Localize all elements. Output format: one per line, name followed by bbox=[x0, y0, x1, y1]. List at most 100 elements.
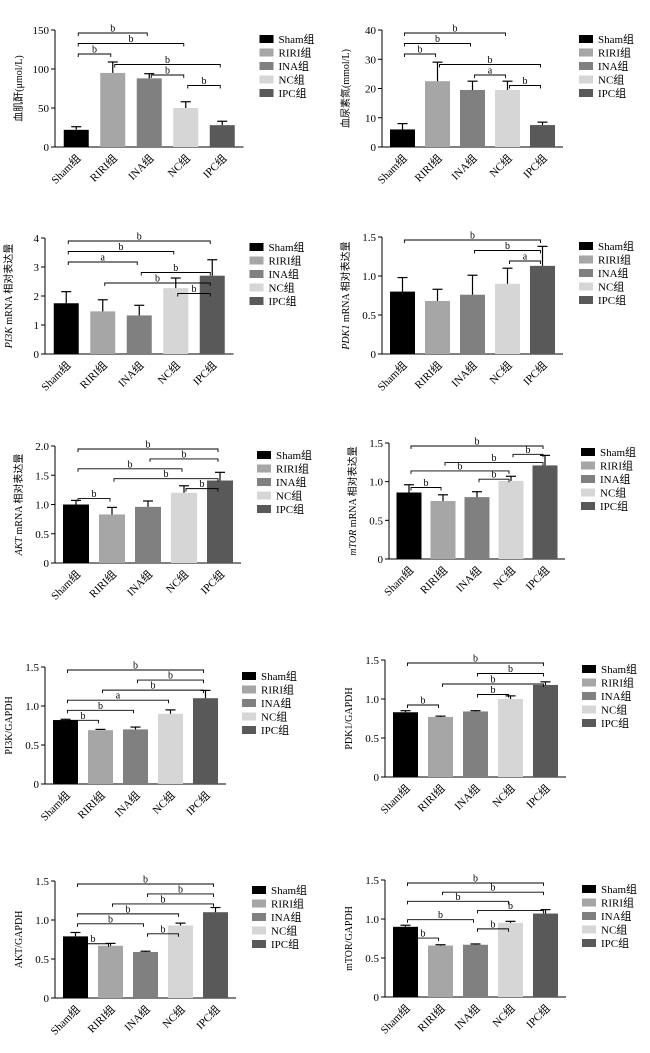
y-tick-label: 40 bbox=[365, 25, 377, 37]
bar bbox=[136, 78, 162, 147]
y-axis-label: PDK1 mRNA 相对表达量 bbox=[339, 241, 352, 350]
legend-swatch bbox=[579, 35, 593, 43]
legend-label: NC组 bbox=[269, 281, 295, 295]
y-tick-label: 0.5 bbox=[35, 529, 49, 541]
significance-bracket bbox=[410, 487, 442, 491]
y-tick-label: 0.5 bbox=[35, 954, 49, 966]
x-tick-label: INA组 bbox=[448, 151, 480, 183]
bar bbox=[209, 125, 235, 147]
x-tick-label: INA组 bbox=[448, 358, 480, 390]
y-tick-label: 0.5 bbox=[365, 733, 379, 745]
legend-swatch bbox=[259, 48, 274, 57]
bar bbox=[203, 912, 228, 998]
significance-label: b bbox=[161, 924, 166, 935]
y-axis-label: AKT/GAPDH bbox=[14, 911, 25, 969]
legend-label: Sham组 bbox=[261, 669, 297, 683]
y-tick-label: 0.5 bbox=[25, 740, 39, 752]
legend-label: NC组 bbox=[276, 489, 302, 503]
significance-label: b bbox=[491, 919, 496, 930]
y-tick-label: 100 bbox=[33, 64, 50, 76]
significance-bracket bbox=[77, 53, 112, 57]
bar bbox=[463, 711, 488, 777]
y-tick-label: 1.0 bbox=[365, 694, 379, 706]
significance-bracket bbox=[477, 928, 509, 932]
bar bbox=[123, 729, 148, 784]
x-tick-label: Sham组 bbox=[374, 151, 409, 186]
significance-bracket bbox=[187, 85, 221, 89]
significance-bracket bbox=[67, 719, 99, 724]
significance-bracket bbox=[439, 64, 541, 68]
significance-bracket bbox=[477, 673, 544, 677]
y-tick-label: 1.5 bbox=[35, 470, 49, 482]
x-tick-label: INA组 bbox=[453, 563, 485, 595]
bar bbox=[133, 951, 158, 998]
y-tick-label: 0 bbox=[34, 349, 40, 361]
legend-swatch bbox=[257, 451, 271, 459]
x-tick-label: Sham组 bbox=[374, 358, 409, 393]
y-tick-label: 1.5 bbox=[25, 662, 39, 674]
x-tick-label: RIRI组 bbox=[414, 1001, 447, 1034]
x-tick-label: IPC组 bbox=[183, 788, 213, 818]
significance-bracket bbox=[67, 240, 211, 244]
x-tick-label: INA组 bbox=[121, 1002, 153, 1034]
y-tick-label: 0 bbox=[34, 779, 40, 791]
legend-swatch bbox=[581, 502, 595, 510]
x-tick-label: IPC组 bbox=[200, 151, 230, 181]
legend-swatch bbox=[242, 685, 256, 694]
bar bbox=[53, 720, 78, 784]
x-tick-label: Sham组 bbox=[37, 788, 72, 823]
bar bbox=[460, 294, 485, 354]
x-tick-label: INA组 bbox=[451, 1001, 483, 1033]
significance-bracket bbox=[77, 883, 214, 887]
significance-label: b bbox=[161, 894, 166, 905]
y-tick-label: 1.0 bbox=[25, 701, 39, 713]
significance-label: b bbox=[173, 263, 178, 274]
x-tick-label: RIRI组 bbox=[411, 358, 444, 391]
bar bbox=[126, 315, 152, 354]
bar bbox=[90, 311, 116, 354]
significance-label: b bbox=[98, 701, 103, 712]
bar bbox=[428, 945, 453, 997]
y-tick-label: 0.5 bbox=[362, 310, 376, 322]
legend-swatch bbox=[257, 478, 271, 486]
significance-label: b bbox=[200, 479, 205, 490]
y-tick-label: 3 bbox=[34, 262, 40, 274]
significance-label: b bbox=[424, 478, 429, 489]
significance-label: b bbox=[508, 901, 513, 912]
legend-swatch bbox=[582, 939, 596, 947]
y-axis-label: 血肌酐(μmol/L) bbox=[12, 55, 25, 121]
legend-label: INA组 bbox=[598, 59, 629, 73]
significance-bracket bbox=[404, 239, 541, 243]
x-tick-label: IPC组 bbox=[190, 358, 220, 388]
x-tick-label: INA组 bbox=[115, 358, 147, 390]
significance-label: b bbox=[129, 34, 134, 45]
significance-label: b bbox=[165, 66, 170, 77]
bar bbox=[498, 922, 523, 997]
legend-swatch bbox=[581, 488, 595, 497]
x-tick-label: RIRI组 bbox=[414, 781, 447, 814]
legend-swatch bbox=[259, 75, 274, 84]
y-tick-label: 1.0 bbox=[362, 271, 376, 283]
y-tick-label: 1.5 bbox=[365, 655, 379, 667]
legend-label: Sham组 bbox=[598, 239, 634, 253]
x-tick-label: RIRI组 bbox=[87, 151, 120, 184]
legend-swatch bbox=[242, 672, 256, 680]
y-axis-label: PI3K mRNA 相对表达量 bbox=[2, 244, 15, 349]
legend-swatch bbox=[581, 475, 595, 483]
legend-label: NC组 bbox=[261, 710, 287, 724]
significance-label: b bbox=[182, 449, 187, 460]
legend-label: Sham组 bbox=[598, 32, 634, 46]
legend-label: INA组 bbox=[598, 266, 629, 280]
legend-label: RIRI组 bbox=[271, 897, 304, 911]
x-tick-label: RIRI组 bbox=[77, 358, 110, 391]
bar bbox=[533, 684, 558, 777]
significance-bracket bbox=[113, 478, 219, 482]
legend-swatch bbox=[249, 270, 264, 278]
bar bbox=[88, 730, 113, 784]
bar bbox=[533, 913, 558, 997]
significance-label: b bbox=[492, 470, 497, 481]
significance-label: b bbox=[92, 489, 97, 500]
x-tick-label: Sham组 bbox=[381, 563, 416, 598]
